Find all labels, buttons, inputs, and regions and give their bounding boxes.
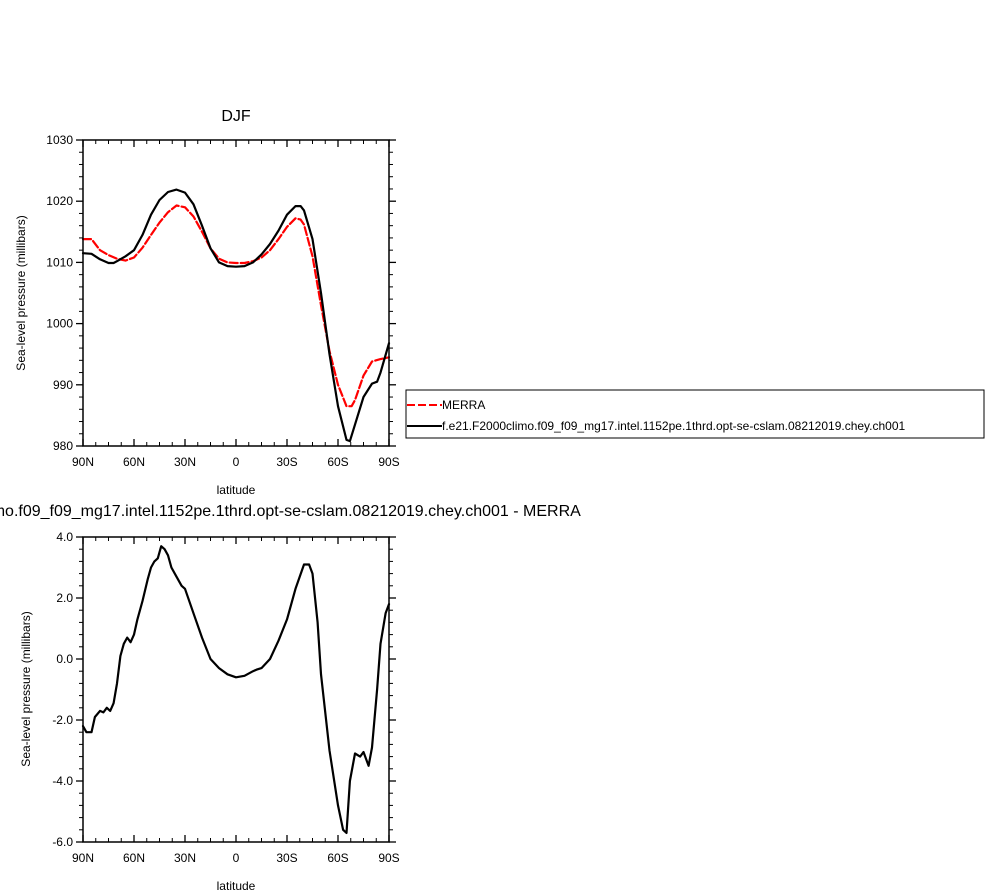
series-line-difference bbox=[81, 545, 391, 835]
y-axis-label: Sea-level pressure (millibars) bbox=[14, 215, 28, 370]
x-tick-label: 30N bbox=[174, 851, 196, 865]
x-axis-label: latitude bbox=[217, 879, 256, 893]
y-tick-label: -4.0 bbox=[52, 774, 73, 788]
y-tick-label: 1030 bbox=[46, 133, 73, 147]
chart-title: DJF bbox=[221, 108, 251, 125]
y-tick-label: 0.0 bbox=[56, 652, 73, 666]
series-line-model bbox=[81, 188, 391, 443]
x-tick-label: 90N bbox=[72, 851, 94, 865]
legend-label-merra: MERRA bbox=[442, 398, 485, 412]
y-tick-label: 990 bbox=[53, 378, 73, 392]
y-tick-label: -6.0 bbox=[52, 835, 73, 849]
difference-chart: f.e21.F2000climo.f09_f09_mg17.intel.1152… bbox=[0, 503, 581, 893]
chart-title: f.e21.F2000climo.f09_f09_mg17.intel.1152… bbox=[0, 503, 581, 520]
y-tick-label: 4.0 bbox=[56, 530, 73, 544]
series-line-merra bbox=[81, 204, 391, 408]
x-tick-label: 60N bbox=[123, 851, 145, 865]
y-tick-label: 1000 bbox=[46, 317, 73, 331]
x-tick-label: 90S bbox=[378, 455, 399, 469]
x-tick-label: 30S bbox=[276, 455, 297, 469]
legend: MERRA f.e21.F2000climo.f09_f09_mg17.inte… bbox=[405, 389, 985, 439]
y-tick-label: 1020 bbox=[46, 194, 73, 208]
legend-label-model: f.e21.F2000climo.f09_f09_mg17.intel.1152… bbox=[442, 419, 906, 433]
legend-box bbox=[405, 389, 985, 439]
y-axis-label: Sea-level pressure (millibars) bbox=[19, 611, 33, 766]
x-tick-label: 90S bbox=[378, 851, 399, 865]
x-tick-label: 60S bbox=[327, 851, 348, 865]
y-tick-label: 980 bbox=[53, 439, 73, 453]
x-tick-label: 30N bbox=[174, 455, 196, 469]
x-axis-label: latitude bbox=[217, 483, 256, 497]
x-tick-label: 90N bbox=[72, 455, 94, 469]
x-tick-label: 0 bbox=[233, 851, 240, 865]
djf-chart: DJF 90N 60N 30N 0 30S 60S 90S 980 990 1000 1010 102… bbox=[14, 108, 400, 497]
y-tick-label: 2.0 bbox=[56, 591, 73, 605]
x-tick-label: 60S bbox=[327, 455, 348, 469]
x-tick-label: 60N bbox=[123, 455, 145, 469]
y-tick-label: 1010 bbox=[46, 255, 73, 269]
plot-frame bbox=[82, 536, 390, 843]
x-tick-label: 30S bbox=[276, 851, 297, 865]
y-tick-label: -2.0 bbox=[52, 713, 73, 727]
x-tick-label: 0 bbox=[233, 455, 240, 469]
